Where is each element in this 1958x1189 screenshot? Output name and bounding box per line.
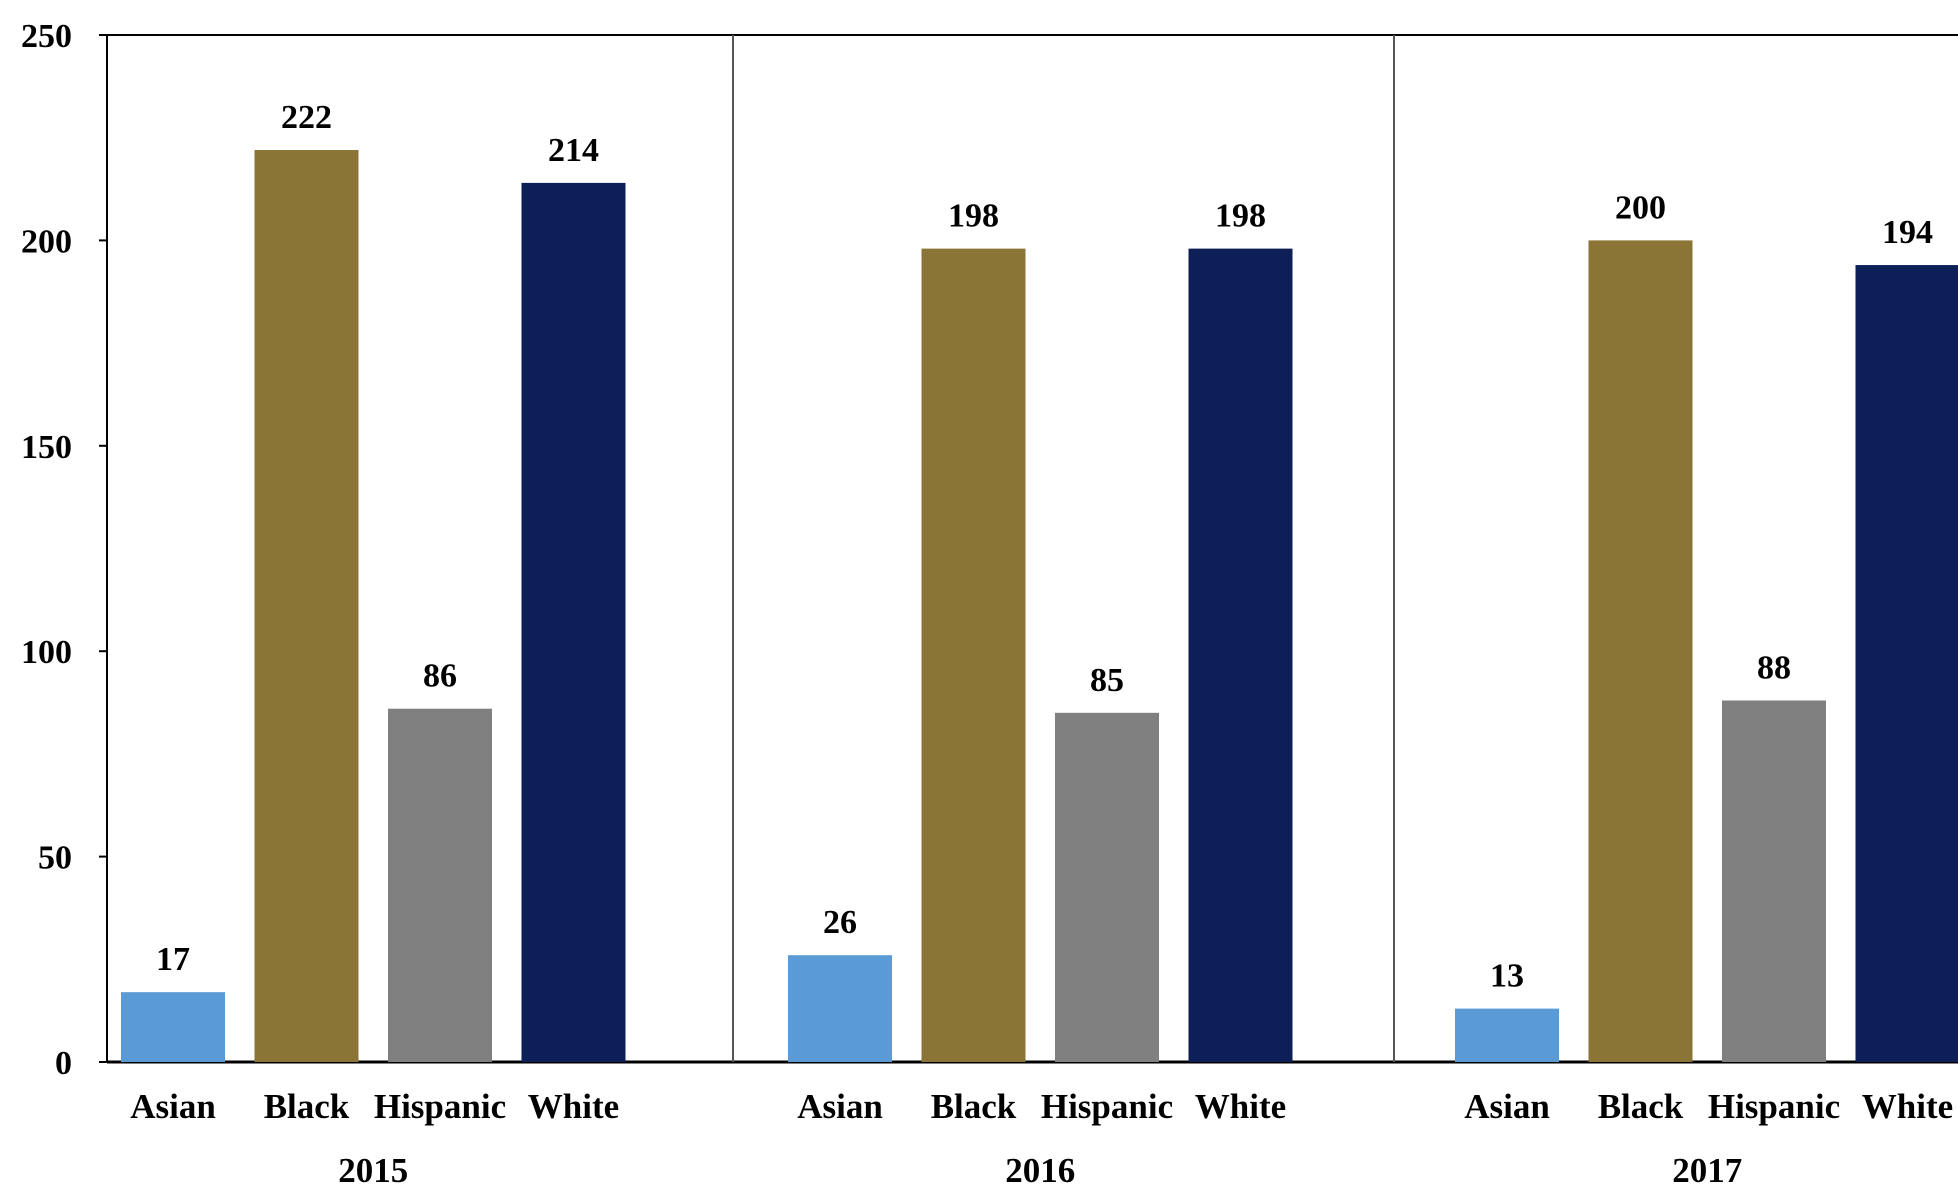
data-label: 200 [1615, 189, 1666, 226]
x-group-label: 2016 [1005, 1151, 1075, 1189]
y-tick-label: 0 [55, 1045, 72, 1082]
data-label: 26 [823, 904, 857, 941]
data-label: 194 [1882, 214, 1933, 251]
bar-2017-hispanic [1722, 700, 1826, 1062]
x-category-label: Black [1598, 1087, 1684, 1126]
y-tick-label: 200 [21, 223, 72, 260]
x-category-label: White [528, 1087, 619, 1126]
bar-2016-asian [788, 955, 892, 1062]
data-label: 17 [156, 941, 190, 978]
data-label: 198 [1215, 198, 1266, 235]
bar-2016-black [921, 248, 1026, 1063]
x-category-label: Black [264, 1087, 350, 1126]
y-tick-label: 150 [21, 429, 72, 466]
data-labels: 17 222 86 214 26 198 85 198 13 200 88 194 [156, 99, 1933, 995]
y-tick-label: 50 [38, 840, 72, 877]
x-category-label: White [1862, 1087, 1953, 1126]
bar-2017-black [1588, 240, 1693, 1062]
x-group-label: 2015 [338, 1151, 408, 1189]
bar-2017-asian [1455, 1008, 1559, 1062]
data-label: 198 [948, 198, 999, 235]
y-axis: 0 50 100 150 200 250 [21, 18, 107, 1082]
x-axis: Asian Black Hispanic White 2015 Asian Black His… [130, 1087, 1953, 1189]
data-label: 88 [1757, 649, 1791, 686]
y-tick-label: 250 [21, 18, 72, 55]
bar-2016-hispanic [1055, 712, 1159, 1062]
bar-2015-asian [121, 992, 225, 1062]
x-category-label: Asian [1464, 1087, 1550, 1126]
x-category-label: Asian [130, 1087, 216, 1126]
data-label: 13 [1490, 958, 1524, 995]
data-label: 214 [548, 132, 599, 169]
x-category-label: Hispanic [1708, 1087, 1840, 1126]
bar-2016-white [1188, 248, 1293, 1063]
x-group-label: 2017 [1672, 1151, 1742, 1189]
bar-2015-black [254, 150, 359, 1063]
x-category-label: Black [931, 1087, 1017, 1126]
bar-2015-hispanic [388, 708, 492, 1062]
x-category-label: Hispanic [1041, 1087, 1173, 1126]
data-label: 85 [1090, 662, 1124, 699]
x-category-label: White [1195, 1087, 1286, 1126]
data-label: 222 [281, 99, 332, 136]
bars [121, 150, 1958, 1063]
bar-2015-white [521, 182, 626, 1062]
bar-2017-white [1855, 265, 1958, 1063]
x-category-label: Asian [797, 1087, 883, 1126]
data-label: 86 [423, 658, 457, 695]
x-category-label: Hispanic [374, 1087, 506, 1126]
group-dividers [732, 35, 1395, 1062]
y-tick-label: 100 [21, 634, 72, 671]
